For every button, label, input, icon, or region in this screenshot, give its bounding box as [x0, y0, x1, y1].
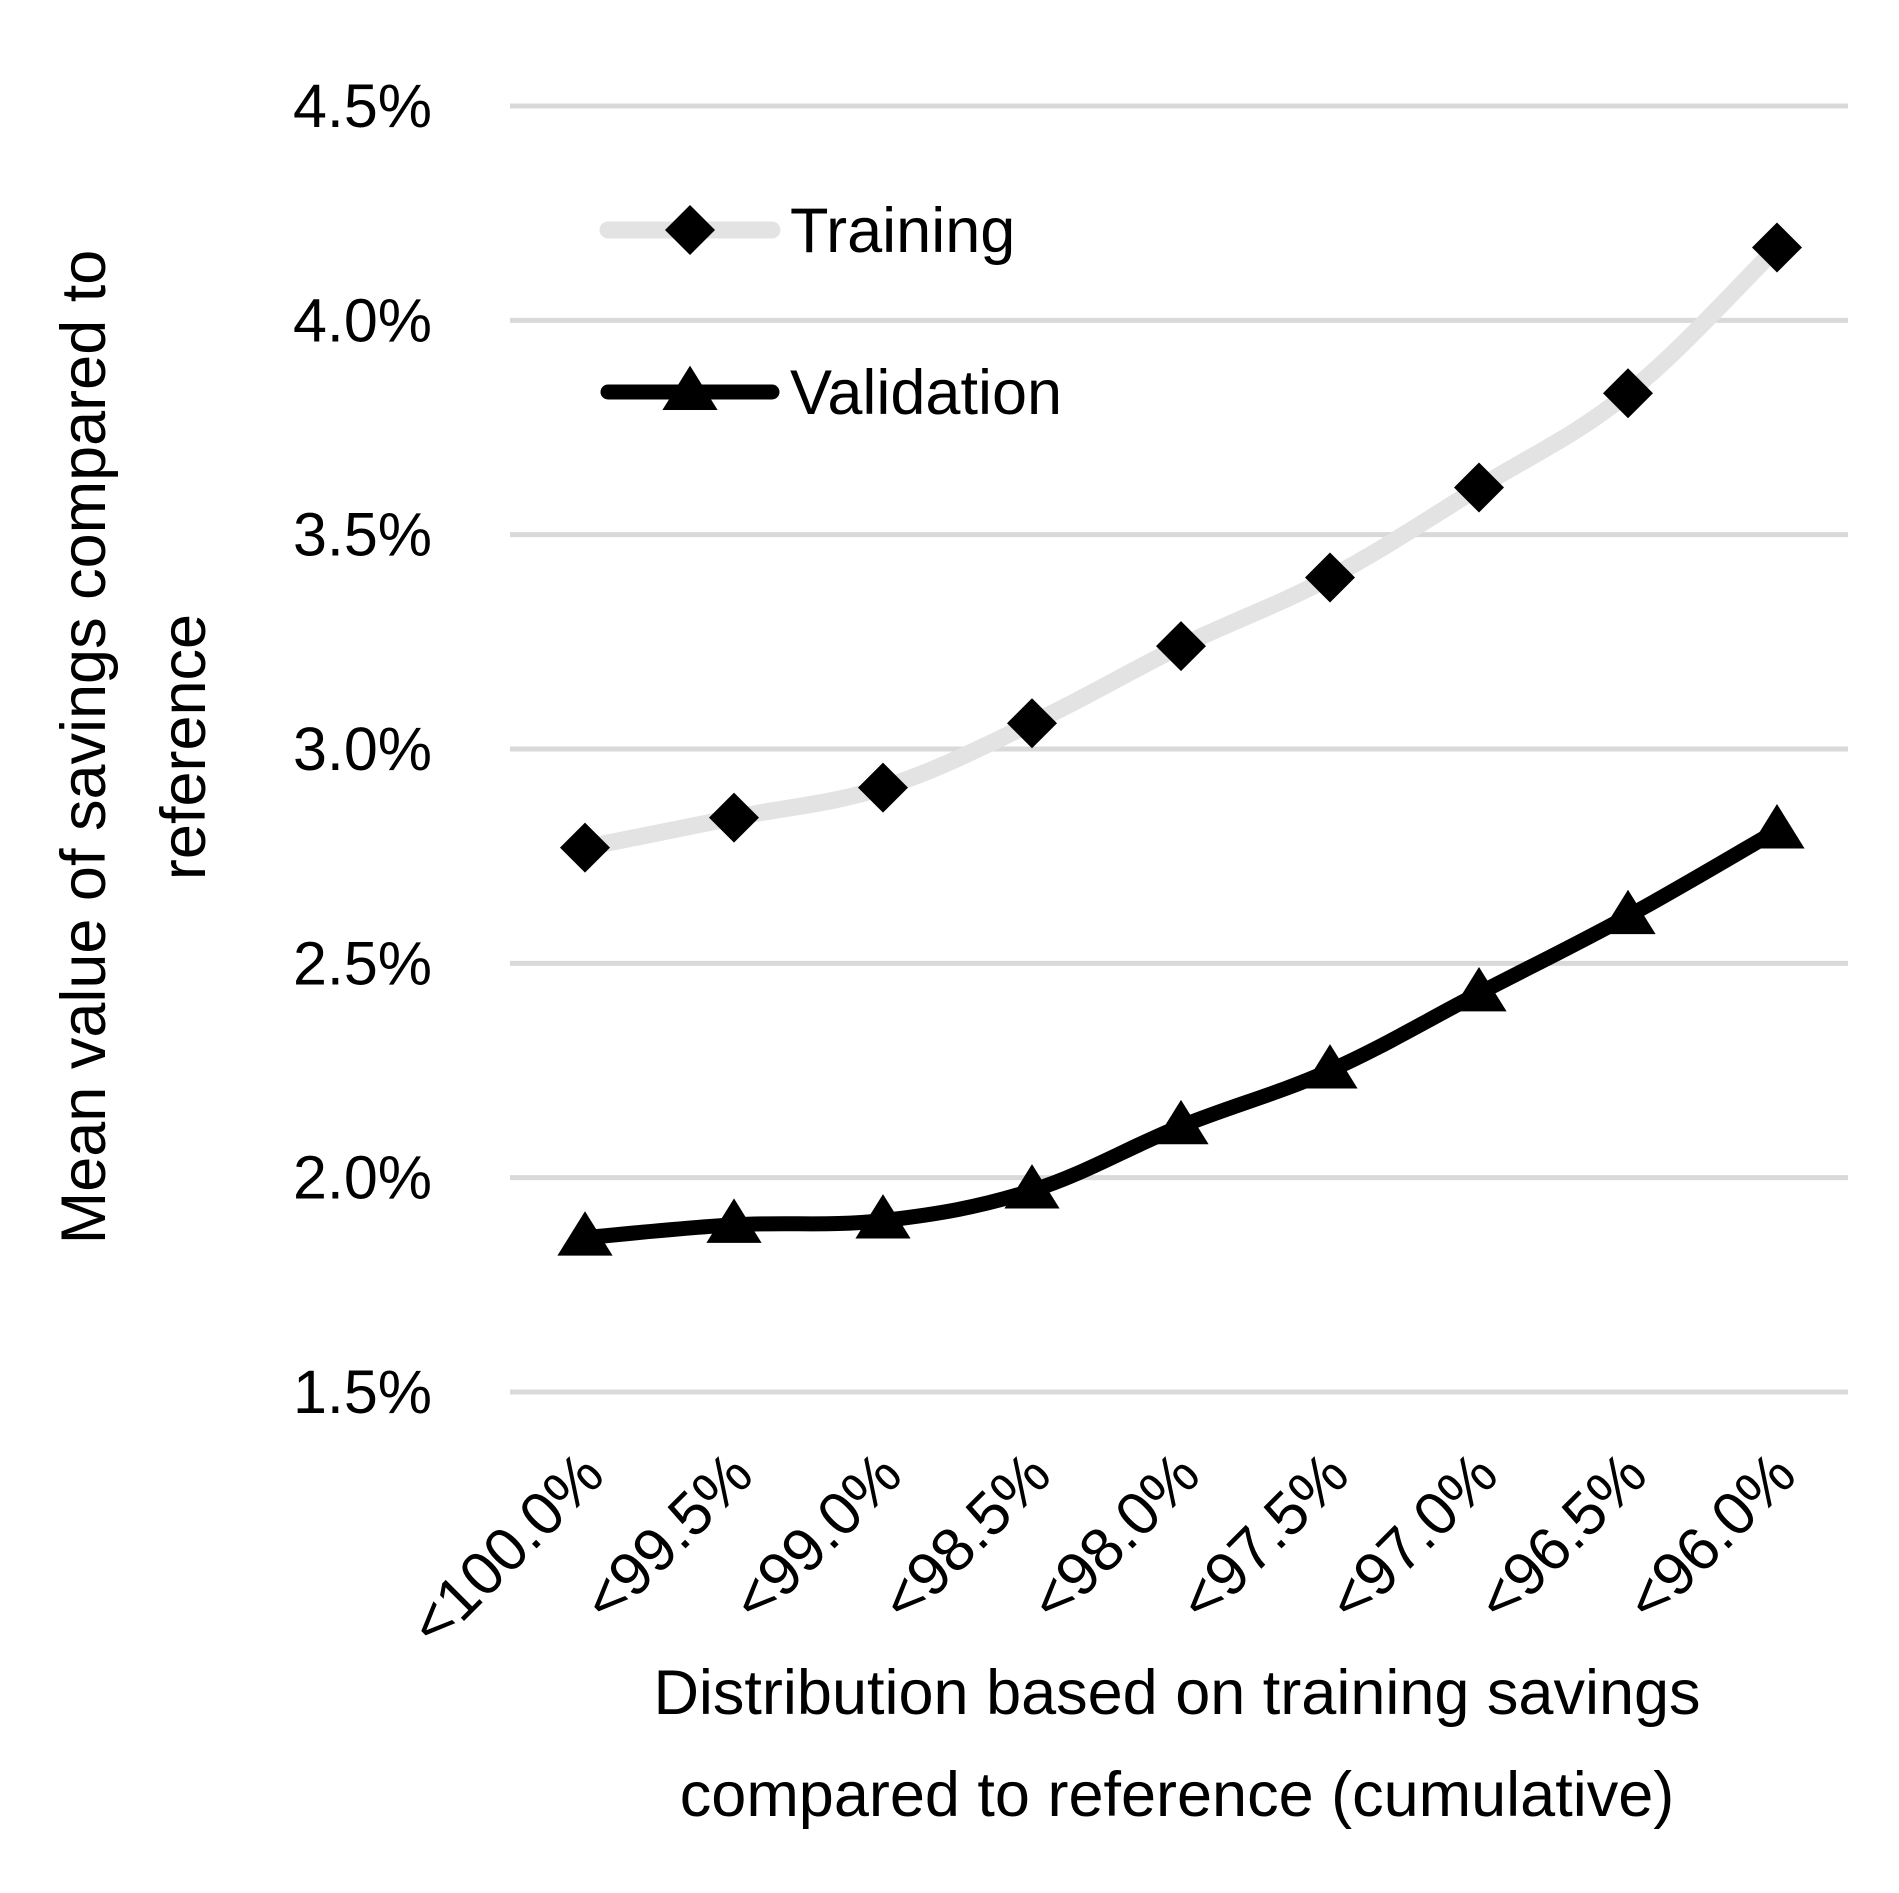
validation-data-point — [557, 1211, 613, 1256]
validation-data-point — [1451, 966, 1507, 1012]
legend: Training Validation — [599, 196, 1062, 428]
x-axis-ticks: <100.0%<99.5%<99.0%<98.5%<98.0%<97.5%<97… — [397, 1439, 1809, 1659]
x-tick-label: <100.0% — [397, 1439, 617, 1659]
y-tick-label: 2.5% — [293, 929, 432, 997]
y-tick-label: 3.5% — [293, 501, 432, 569]
x-axis-title-line-2: compared to reference (cumulative) — [680, 1760, 1674, 1830]
x-tick-label: <96.0% — [1613, 1439, 1809, 1635]
validation-data-point — [1749, 804, 1805, 849]
y-tick-label: 2.0% — [293, 1144, 432, 1212]
x-tick-label: <99.0% — [719, 1439, 915, 1635]
validation-data-point — [1153, 1099, 1209, 1145]
legend-validation-label: Validation — [790, 358, 1062, 428]
training-series-line — [576, 238, 1786, 857]
training-data-point — [1603, 368, 1653, 419]
validation-data-point — [1004, 1164, 1060, 1209]
validation-data-point — [1302, 1044, 1358, 1089]
training-data-point — [560, 822, 610, 873]
y-axis-title-line-1: Mean value of savings compared to — [49, 250, 119, 1245]
training-data-point — [1305, 552, 1355, 603]
training-data-point — [709, 792, 759, 843]
training-data-point — [1752, 222, 1802, 273]
validation-data-point — [855, 1194, 911, 1239]
training-data-point — [1007, 698, 1057, 749]
gridlines — [510, 103, 1848, 1395]
x-tick-label: <97.0% — [1315, 1439, 1511, 1635]
training-data-point — [1454, 462, 1504, 513]
legend-training-label: Training — [790, 196, 1015, 266]
y-tick-label: 4.5% — [293, 72, 432, 140]
x-tick-label: <96.5% — [1464, 1439, 1660, 1635]
y-tick-label: 3.0% — [293, 715, 432, 783]
y-tick-label: 4.0% — [293, 286, 432, 354]
x-tick-label: <98.5% — [868, 1439, 1064, 1635]
legend-training-marker — [665, 205, 715, 255]
x-tick-label: <99.5% — [570, 1439, 766, 1635]
x-tick-label: <98.0% — [1017, 1439, 1213, 1635]
y-axis-ticks: 1.5% 2.0% 2.5% 3.0% 3.5% 4.0% 4.5% — [293, 72, 432, 1426]
training-data-point — [858, 762, 908, 813]
validation-data-point — [1600, 889, 1656, 935]
legend-validation-marker — [662, 365, 718, 410]
y-tick-label: 1.5% — [293, 1358, 432, 1426]
validation-data-point — [706, 1198, 762, 1243]
training-data-point — [1156, 621, 1206, 672]
x-axis-title-line-1: Distribution based on training savings — [653, 1658, 1700, 1728]
x-tick-label: <97.5% — [1166, 1439, 1362, 1635]
y-axis-title-line-2: reference — [149, 614, 219, 880]
series-layer — [557, 222, 1805, 1256]
